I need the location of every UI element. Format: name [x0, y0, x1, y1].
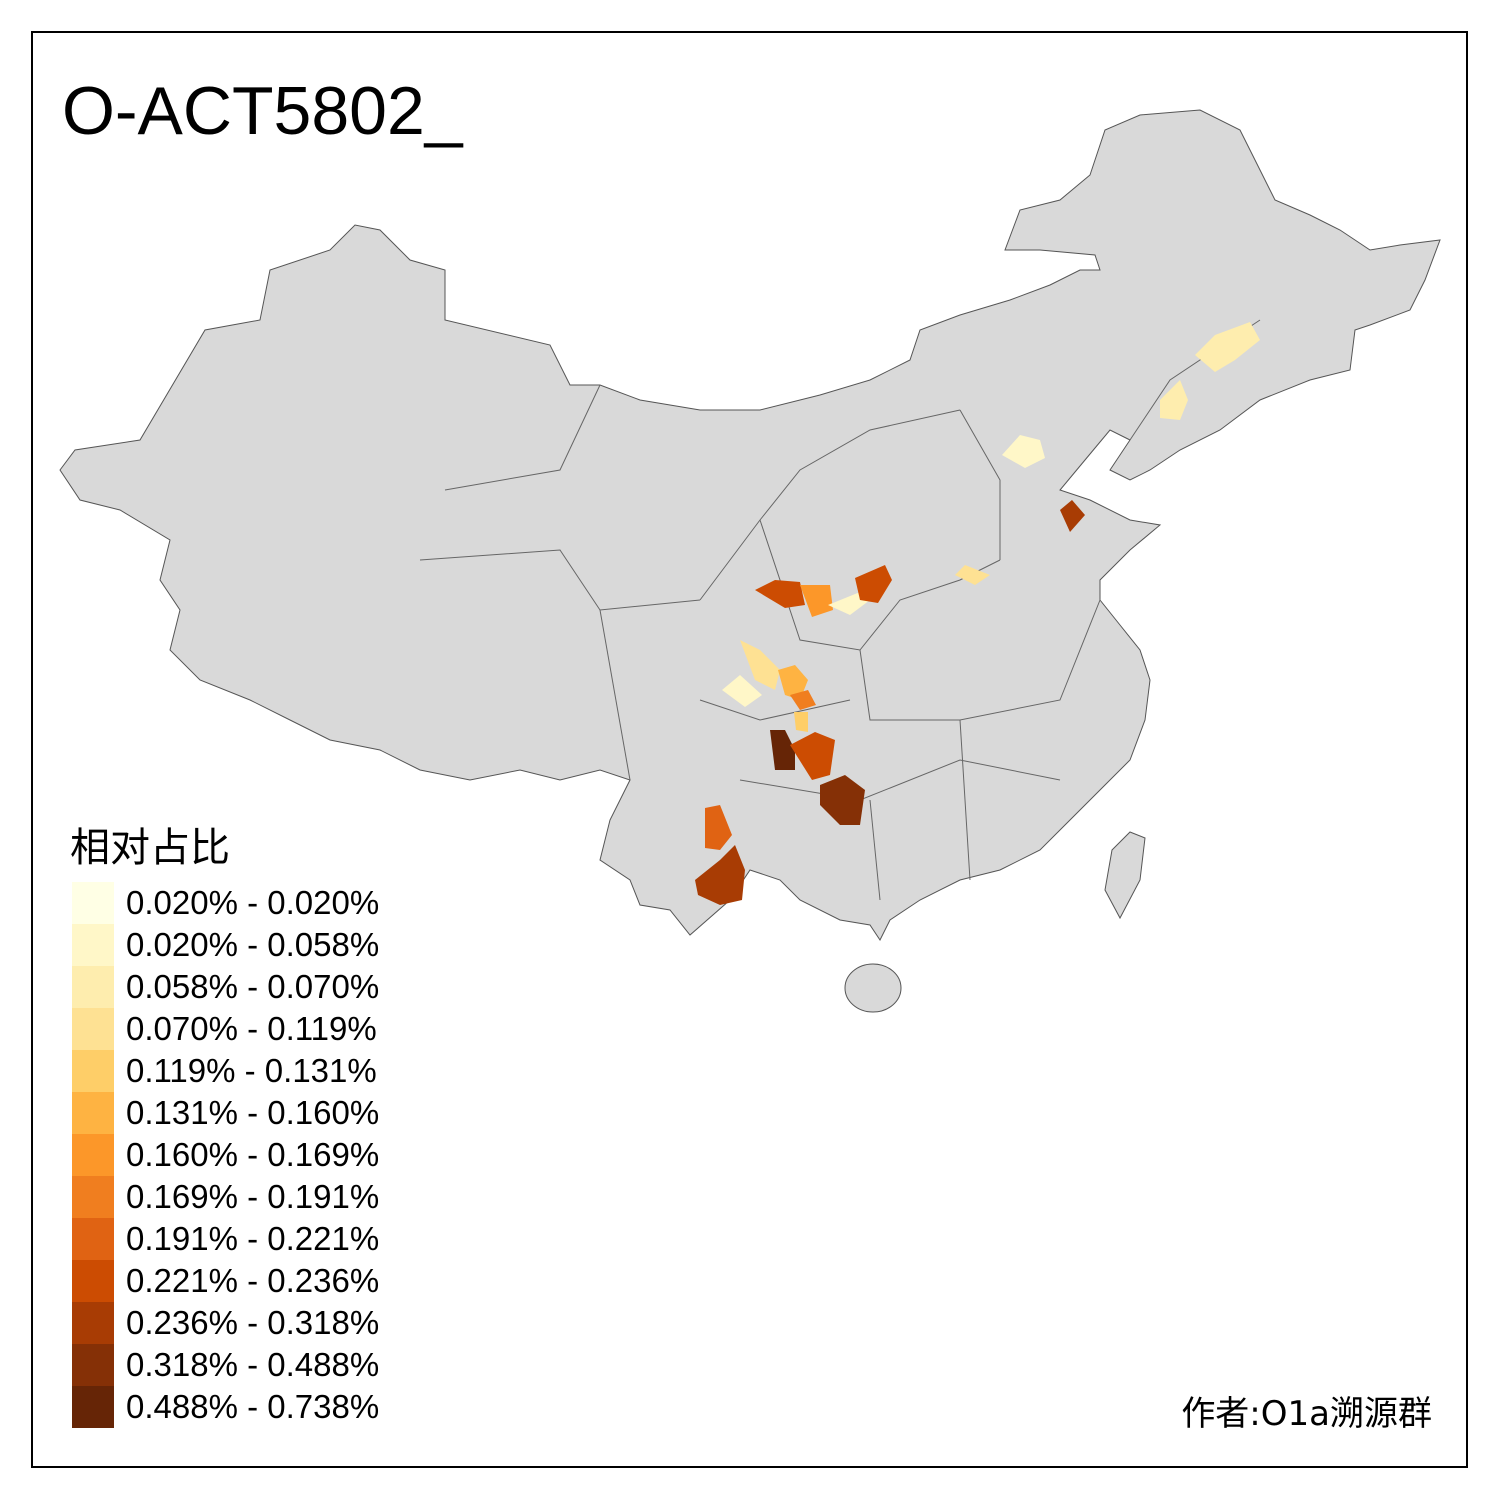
legend-label: 0.191% - 0.221% [126, 1220, 380, 1257]
region-sichuan-e [794, 712, 808, 732]
region-sichuan-b [722, 675, 762, 707]
taiwan [1104, 831, 1146, 920]
legend-label: 0.169% - 0.191% [126, 1178, 380, 1215]
map-title: O-ACT5802_ [62, 73, 463, 149]
legend-item: 0.488% - 0.738% [72, 1386, 379, 1428]
legend-label: 0.236% - 0.318% [126, 1304, 380, 1341]
region-guizhou-b [820, 775, 865, 825]
legend-swatch [72, 1218, 114, 1260]
legend-swatch [72, 1176, 114, 1218]
legend-swatch [72, 1092, 114, 1134]
legend-item: 0.221% - 0.236% [72, 1260, 379, 1302]
legend-label: 0.058% - 0.070% [126, 968, 380, 1005]
legend-label: 0.020% - 0.020% [126, 884, 380, 921]
data-regions [695, 322, 1260, 905]
legend-item: 0.131% - 0.160% [72, 1092, 379, 1134]
province-borders [419, 319, 1261, 901]
region-jilin [1160, 380, 1188, 420]
region-shanxi-a [855, 565, 892, 603]
china-mainland [59, 109, 1441, 941]
legend-item: 0.318% - 0.488% [72, 1344, 379, 1386]
hainan [844, 963, 902, 1013]
legend-title: 相对占比 [70, 825, 230, 871]
legend-label: 0.160% - 0.169% [126, 1136, 380, 1173]
region-yunnan-a [770, 730, 795, 770]
region-shaanxi-a [800, 585, 833, 617]
legend-item: 0.191% - 0.221% [72, 1218, 379, 1260]
region-heilongjiang [1195, 322, 1260, 372]
region-sichuan-c [778, 665, 808, 700]
legend-label: 0.318% - 0.488% [126, 1346, 380, 1383]
region-sichuan-d [790, 690, 816, 710]
legend: 0.020% - 0.020% 0.020% - 0.058% 0.058% - 0… [72, 882, 379, 1428]
region-yunnan-c [695, 845, 745, 905]
region-henan-a [955, 565, 990, 585]
legend-item: 0.020% - 0.058% [72, 924, 379, 966]
region-guizhou-a [790, 732, 835, 780]
legend-swatch [72, 1344, 114, 1386]
legend-label: 0.131% - 0.160% [126, 1094, 380, 1131]
map-frame [31, 31, 1468, 1468]
legend-swatch [72, 1386, 114, 1428]
region-shandong [1060, 500, 1085, 532]
legend-swatch [72, 966, 114, 1008]
legend-item: 0.119% - 0.131% [72, 1050, 379, 1092]
region-gansu-a [755, 580, 805, 608]
legend-label: 0.221% - 0.236% [126, 1262, 380, 1299]
region-beijing [1002, 435, 1045, 468]
legend-label: 0.020% - 0.058% [126, 926, 380, 963]
legend-label: 0.119% - 0.131% [126, 1052, 377, 1089]
legend-swatch [72, 1134, 114, 1176]
legend-item: 0.169% - 0.191% [72, 1176, 379, 1218]
legend-swatch [72, 1302, 114, 1344]
legend-swatch [72, 1008, 114, 1050]
legend-label: 0.488% - 0.738% [126, 1388, 380, 1425]
region-sichuan-a [740, 640, 780, 690]
author-credit: 作者:O1a溯源群 [1181, 1394, 1432, 1434]
legend-swatch [72, 1260, 114, 1302]
legend-label: 0.070% - 0.119% [126, 1010, 377, 1047]
legend-swatch [72, 882, 114, 924]
legend-item: 0.070% - 0.119% [72, 1008, 379, 1050]
region-yunnan-b [705, 805, 732, 850]
legend-item: 0.020% - 0.020% [72, 882, 379, 924]
legend-item: 0.160% - 0.169% [72, 1134, 379, 1176]
legend-swatch [72, 924, 114, 966]
legend-swatch [72, 1050, 114, 1092]
legend-item: 0.058% - 0.070% [72, 966, 379, 1008]
legend-item: 0.236% - 0.318% [72, 1302, 379, 1344]
